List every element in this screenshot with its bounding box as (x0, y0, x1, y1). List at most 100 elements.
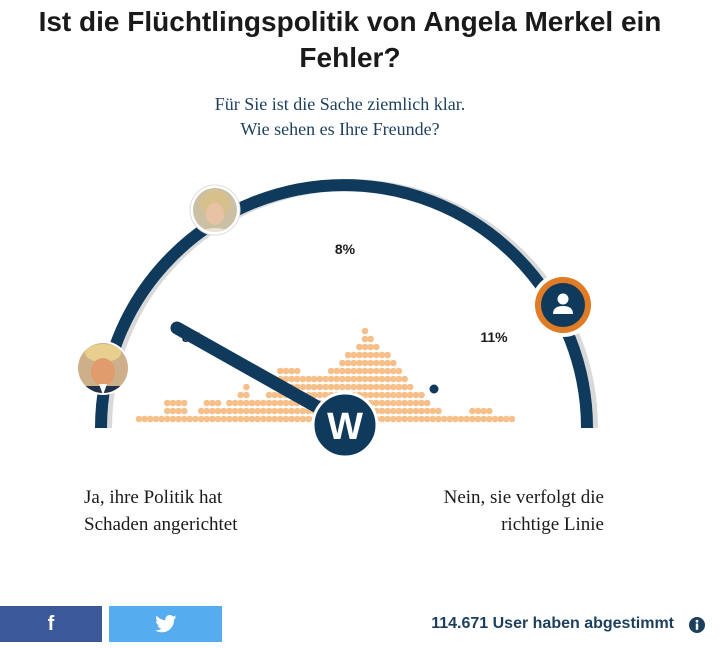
vote-dot (327, 375, 335, 383)
vote-dot (226, 415, 233, 423)
facebook-share-button[interactable]: f (0, 606, 102, 642)
vote-dot (384, 383, 391, 391)
vote-dot (265, 399, 273, 407)
vote-dot (361, 383, 369, 391)
vote-dot (209, 399, 216, 407)
vote-dot (412, 415, 420, 423)
vote-dot (401, 407, 408, 415)
vote-dot (418, 391, 425, 399)
vote-dot (265, 415, 273, 423)
vote-dot (384, 391, 391, 399)
vote-dot (384, 367, 391, 375)
vote-dot (395, 407, 403, 415)
vote-dot (356, 367, 363, 375)
vote-dot (367, 359, 374, 367)
user-avatar-button[interactable] (531, 273, 595, 337)
vote-dot (384, 351, 391, 359)
vote-dot (508, 415, 516, 423)
vote-dot (316, 391, 324, 399)
vote-dot (305, 383, 312, 391)
vote-dot (180, 407, 188, 415)
vote-dot (350, 375, 358, 383)
vote-dot (378, 383, 386, 391)
vote-dot (384, 359, 391, 367)
vote-dot (271, 407, 278, 415)
vote-dot (237, 399, 244, 407)
vote-dot (299, 407, 307, 415)
vote-dot (457, 415, 465, 423)
average-marker (429, 384, 439, 394)
vote-dot (164, 415, 171, 423)
vote-dot (412, 399, 420, 407)
vote-dot (237, 415, 244, 423)
vote-dot (469, 407, 476, 415)
needle-logo: W (327, 406, 363, 448)
vote-dot (446, 415, 454, 423)
vote-dot (243, 391, 250, 399)
vote-dot (344, 359, 352, 367)
vote-dot (203, 415, 211, 423)
twitter-share-button[interactable] (109, 606, 222, 642)
vote-dot (378, 359, 386, 367)
gauge-needle[interactable]: W (170, 321, 379, 459)
twitter-icon (154, 615, 176, 633)
vote-dot (254, 415, 261, 423)
vote-dot (164, 407, 171, 415)
avatar-merkel[interactable] (189, 184, 241, 244)
avatar-trump[interactable] (76, 341, 130, 396)
vote-dot (367, 351, 374, 359)
vote-dot (175, 399, 182, 407)
answer-no-left[interactable]: Ja, ihre Politik hat Schaden angerichtet (84, 484, 304, 538)
vote-dot (282, 367, 290, 375)
vote-dot (373, 343, 380, 351)
vote-dot (197, 415, 205, 423)
vote-dot (429, 407, 437, 415)
vote-dot (401, 391, 408, 399)
vote-dot (214, 407, 222, 415)
vote-dot (361, 359, 369, 367)
vote-dot (169, 407, 177, 415)
vote-dot (277, 407, 284, 415)
answer-yes-right[interactable]: Nein, sie verfolgt die richtige Linie (380, 484, 604, 538)
vote-dot (390, 367, 397, 375)
vote-dot (243, 407, 250, 415)
vote-dot (316, 375, 324, 383)
vote-dot (322, 383, 329, 391)
vote-dot (214, 399, 222, 407)
vote-dot (395, 391, 403, 399)
vote-dot (265, 391, 273, 399)
vote-dot (361, 375, 369, 383)
vote-dot (305, 375, 312, 383)
vote-dot (180, 415, 188, 423)
vote-dot (158, 415, 165, 423)
vote-dot (356, 383, 363, 391)
vote-dot (293, 415, 301, 423)
vote-dot (401, 415, 408, 423)
vote-dot (361, 391, 369, 399)
vote-dot (333, 367, 341, 375)
vote-dot (316, 383, 324, 391)
vote-dot (260, 399, 267, 407)
label-right-line-2: richtige Linie (501, 514, 604, 535)
vote-dot (333, 383, 341, 391)
opinion-gauge[interactable]: 8% 8% 11% W (0, 0, 720, 470)
vote-dot (288, 375, 295, 383)
vote-dot (288, 399, 295, 407)
facebook-icon: f (47, 612, 55, 635)
info-icon[interactable] (688, 616, 706, 634)
vote-dot (344, 383, 352, 391)
vote-dot (395, 367, 403, 375)
vote-dot (423, 415, 431, 423)
vote-dot (373, 399, 380, 407)
vote-dot (265, 407, 273, 415)
vote-dot (491, 415, 499, 423)
vote-dot (271, 391, 278, 399)
vote-dot (356, 375, 363, 383)
vote-dot (401, 375, 408, 383)
vote-dot (423, 407, 431, 415)
vote-dot (367, 391, 374, 399)
subtitle: Für Sie ist die Sache ziemlich klar. Wie… (130, 92, 550, 142)
vote-dot (463, 415, 471, 423)
vote-dot (373, 359, 380, 367)
vote-dot (147, 415, 154, 423)
